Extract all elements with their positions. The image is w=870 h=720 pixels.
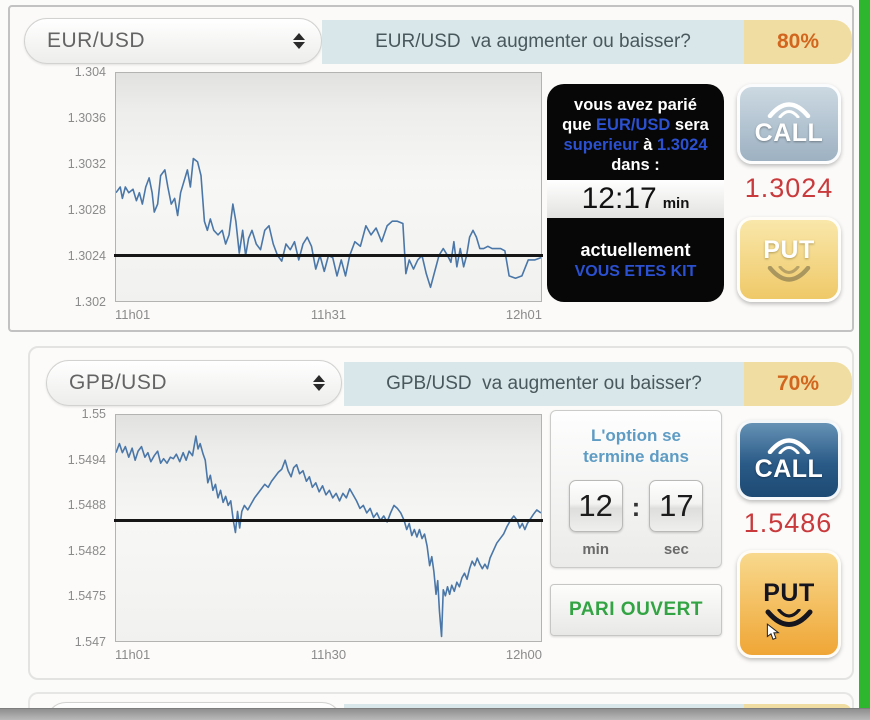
call-button-label: CALL (754, 118, 824, 147)
option-timer-box: L'option se termine dans 12 min : 17 sec (550, 410, 722, 568)
bet-pair: EUR/USD (596, 116, 671, 134)
strike-price: 1.3024 (744, 173, 834, 203)
pair-selector-eurusd[interactable]: EUR/USD (24, 18, 322, 64)
timer-title-line2: termine dans (583, 447, 689, 466)
bet-line3-mid: à (638, 136, 658, 154)
call-button[interactable]: CALL (737, 420, 841, 500)
call-button-label: CALL (754, 454, 824, 483)
countdown-value: 12:17 (581, 182, 657, 215)
pair-selector-gpbusd[interactable]: GPB/USD (46, 360, 342, 406)
put-button-label: PUT (763, 579, 815, 607)
price-chart-eurusd: 1.304 1.3036 1.3032 1.3028 1.3024 1.302 11h01… (68, 65, 543, 322)
payout-value: 70% (776, 372, 820, 395)
bet-strike-value: 1.3024 (657, 136, 708, 154)
call-arcs-icon (767, 437, 811, 454)
x-axis: 11h01 11h31 12h01 (115, 307, 542, 323)
y-axis: 1.55 1.5494 1.5488 1.5482 1.5475 1.547 (26, 407, 106, 649)
x-tick-label: 11h01 (115, 307, 151, 322)
price-chart-gpbusd: 1.55 1.5494 1.5488 1.5482 1.5475 1.547 11h01 1… (68, 407, 543, 662)
bet-description: vous avez parié que EUR/USD sera superie… (547, 84, 724, 180)
pair-selector-value: EUR/USD (47, 29, 146, 52)
pari-ouvert-button[interactable]: PARI OUVERT (550, 584, 722, 636)
pair-selector-value: GPB/USD (69, 371, 168, 394)
dropdown-arrows-icon (293, 33, 305, 49)
currently-label: actuellement (580, 239, 691, 260)
y-tick-label: 1.3024 (67, 249, 106, 263)
price-line (116, 415, 541, 641)
video-progress-bar[interactable] (0, 708, 870, 720)
x-axis: 11h01 11h30 12h00 (115, 647, 542, 663)
countdown-display: 12:17 min (547, 180, 724, 218)
payout-badge: 70% (744, 362, 852, 406)
y-tick-label: 1.5475 (67, 589, 106, 604)
question-text: EUR/USD va augmenter ou baisser? (375, 31, 691, 52)
question-strip: GPB/USD va augmenter ou baisser? (344, 362, 744, 406)
y-tick-label: 1.3028 (67, 203, 106, 217)
seconds-value: 17 (649, 480, 704, 532)
y-tick-label: 1.3032 (67, 157, 106, 171)
price-line (116, 73, 541, 301)
video-artifact-stripe (859, 0, 870, 712)
hand-cursor-icon (766, 623, 780, 640)
y-tick-label: 1.304 (74, 65, 106, 79)
x-tick-label: 12h01 (505, 307, 542, 322)
put-arcs-icon (767, 266, 811, 282)
y-tick-label: 1.55 (81, 407, 106, 421)
y-tick-label: 1.302 (74, 295, 106, 309)
question-strip: EUR/USD va augmenter ou baisser? (322, 20, 744, 64)
y-tick-label: 1.5488 (67, 498, 106, 513)
panel-gpbusd: GPB/USD GPB/USD va augmenter ou baisser?… (28, 346, 854, 680)
bet-direction: superieur (563, 136, 639, 154)
bet-line1: vous avez parié (574, 96, 697, 114)
put-button-label: PUT (763, 236, 815, 264)
countdown-unit: min (662, 195, 690, 212)
x-tick-label: 12h00 (505, 647, 542, 662)
minutes-label: min (582, 541, 609, 558)
x-tick-label: 11h31 (310, 307, 347, 322)
bet-line4: dans : (611, 156, 660, 174)
bet-status-section: actuellement VOUS ETES KIT (547, 218, 724, 302)
y-axis: 1.304 1.3036 1.3032 1.3028 1.3024 1.302 (26, 65, 106, 309)
put-button[interactable]: PUT (737, 217, 841, 302)
plot-area (114, 414, 543, 642)
y-tick-label: 1.547 (74, 635, 106, 649)
put-button[interactable]: PUT (737, 550, 841, 658)
bet-status: VOUS ETES KIT (574, 262, 697, 280)
strike-line (114, 254, 543, 258)
x-tick-label: 11h30 (310, 647, 347, 662)
x-tick-label: 11h01 (115, 647, 151, 662)
payout-badge: 80% (744, 20, 852, 64)
payout-value: 80% (776, 30, 820, 53)
bet-line2-post: sera (670, 116, 709, 134)
timer-title-line1: L'option se (591, 426, 681, 445)
strike-price: 1.5486 (743, 508, 833, 538)
minutes-value: 12 (568, 480, 623, 532)
call-button[interactable]: CALL (737, 84, 841, 164)
put-arcs-icon (765, 609, 813, 627)
plot-area (114, 72, 543, 302)
seconds-label: sec (663, 541, 689, 558)
panel-eurusd: EUR/USD EUR/USD va augmenter ou baisser?… (8, 5, 854, 332)
y-tick-label: 1.5494 (67, 452, 106, 467)
question-text: GPB/USD va augmenter ou baisser? (386, 373, 702, 394)
call-arcs-icon (767, 101, 811, 118)
dropdown-arrows-icon (313, 375, 325, 391)
strike-line (114, 519, 543, 523)
bet-info-box: vous avez parié que EUR/USD sera superie… (547, 84, 724, 302)
bet-line2-pre: que (562, 116, 597, 134)
y-tick-label: 1.3036 (67, 111, 106, 125)
y-tick-label: 1.5482 (67, 543, 106, 558)
timer-colon: : (631, 492, 641, 522)
